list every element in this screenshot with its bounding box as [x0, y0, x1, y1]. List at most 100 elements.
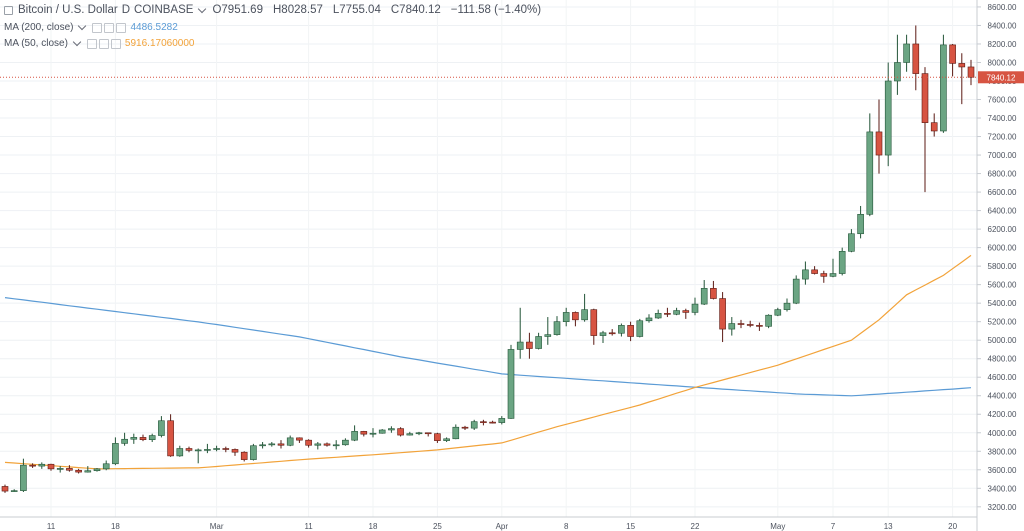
candle-body [213, 448, 220, 450]
collapse-toggle[interactable] [4, 5, 13, 15]
settings[interactable] [104, 22, 115, 33]
y-tick-label: 3400.00 [988, 484, 1017, 493]
candle-body [820, 273, 828, 277]
candle-body [443, 438, 450, 441]
candle-body [461, 426, 469, 429]
x-tick-label: 11 [304, 522, 313, 531]
y-tick-label: 7600.00 [988, 96, 1017, 105]
candle-body [480, 421, 487, 423]
eye-toggle[interactable] [86, 38, 97, 49]
eye-toggle[interactable] [92, 22, 103, 33]
candle-body [185, 448, 193, 451]
candle-body [424, 432, 432, 435]
candle-body [194, 449, 202, 452]
candle-body [664, 313, 671, 315]
ma-menu[interactable] [78, 21, 87, 31]
candle-body [56, 468, 64, 470]
candle-body [204, 449, 211, 451]
candle-body [498, 418, 506, 423]
candle-body [645, 317, 653, 322]
symbol-title: Bitcoin / U.S. Dollar [18, 4, 118, 16]
y-tick-label: 4000.00 [988, 429, 1017, 438]
candle-body [572, 312, 579, 321]
y-tick-label: 7000.00 [988, 151, 1017, 160]
y-tick-label: 4200.00 [988, 410, 1017, 419]
candle-body [700, 288, 708, 305]
candle-body [866, 131, 874, 215]
x-tick-label: Mar [210, 522, 224, 531]
candle-body [489, 421, 496, 424]
y-tick-label: 8000.00 [988, 58, 1017, 67]
candle-body [415, 432, 423, 435]
y-tick-label: 8400.00 [988, 21, 1017, 30]
candle-body [259, 444, 266, 447]
candle-body [75, 469, 82, 473]
candle-body [682, 310, 690, 313]
candle-body [84, 470, 92, 473]
x-tick-label: 18 [111, 522, 120, 531]
candle-body [130, 437, 138, 440]
x-tick-label: 20 [948, 522, 957, 531]
y-tick-label: 3200.00 [988, 503, 1017, 512]
change: −111.58 (−1.40%) [450, 4, 542, 16]
candle-body [774, 309, 782, 316]
symbol-menu[interactable] [198, 4, 207, 13]
candle-body [240, 451, 248, 460]
ohlc-value: 7951.69 [221, 4, 263, 16]
y-tick-label: 6400.00 [988, 207, 1017, 216]
candle-body [452, 426, 460, 440]
candle-body [921, 73, 929, 123]
candle-body [636, 320, 644, 337]
candle-body [222, 448, 230, 450]
y-tick-label: 5600.00 [988, 281, 1017, 290]
ma-legend: MA (50, close) 5916.17060000 [4, 37, 198, 49]
candle-body [535, 336, 542, 349]
settings[interactable] [98, 38, 109, 49]
candle-body [581, 309, 588, 321]
candle-body [20, 464, 27, 491]
remove[interactable] [116, 22, 127, 33]
candle-body [434, 433, 441, 441]
candle-body [470, 421, 478, 429]
y-tick-label: 7400.00 [988, 114, 1017, 123]
candle-body [10, 490, 18, 492]
current-price-box [978, 71, 1024, 84]
candle-body [903, 43, 910, 63]
ma-name: MA (200, close) [4, 22, 74, 33]
candle-body [388, 428, 395, 431]
candle-body [894, 62, 901, 82]
candle-body [912, 43, 920, 74]
ma-menu[interactable] [72, 37, 82, 47]
candle-body [627, 325, 634, 337]
remove[interactable] [110, 38, 121, 49]
candle-body [158, 420, 165, 436]
ma-legend: MA (200, close) 4486.5282 [4, 21, 182, 33]
candle-body [250, 445, 257, 460]
candle-body [673, 310, 680, 315]
candle-body [967, 66, 975, 78]
candle-body [958, 63, 966, 68]
candle-body [553, 321, 561, 335]
y-tick-label: 6600.00 [988, 188, 1017, 197]
candle-body [323, 443, 331, 446]
candle-body [848, 233, 855, 252]
candle-body [139, 437, 147, 441]
candle-body [397, 428, 404, 436]
candle-body [93, 468, 101, 472]
candle-body [296, 437, 303, 441]
ohlc-label: H [272, 4, 282, 16]
candle-body [829, 273, 837, 277]
candle-body [875, 131, 883, 156]
candle-body [286, 437, 294, 446]
candle-body [765, 314, 772, 327]
ma-name: MA (50, close) [4, 38, 68, 49]
candle-body [176, 448, 184, 457]
candle-body [949, 44, 956, 64]
candle-body [590, 309, 598, 336]
ohlc-label: O [212, 4, 222, 16]
y-tick-label: 3600.00 [988, 466, 1017, 475]
y-tick-label: 7200.00 [988, 133, 1017, 142]
x-tick-label: 22 [691, 522, 700, 531]
ma-value: 5916.17060000 [124, 38, 195, 49]
